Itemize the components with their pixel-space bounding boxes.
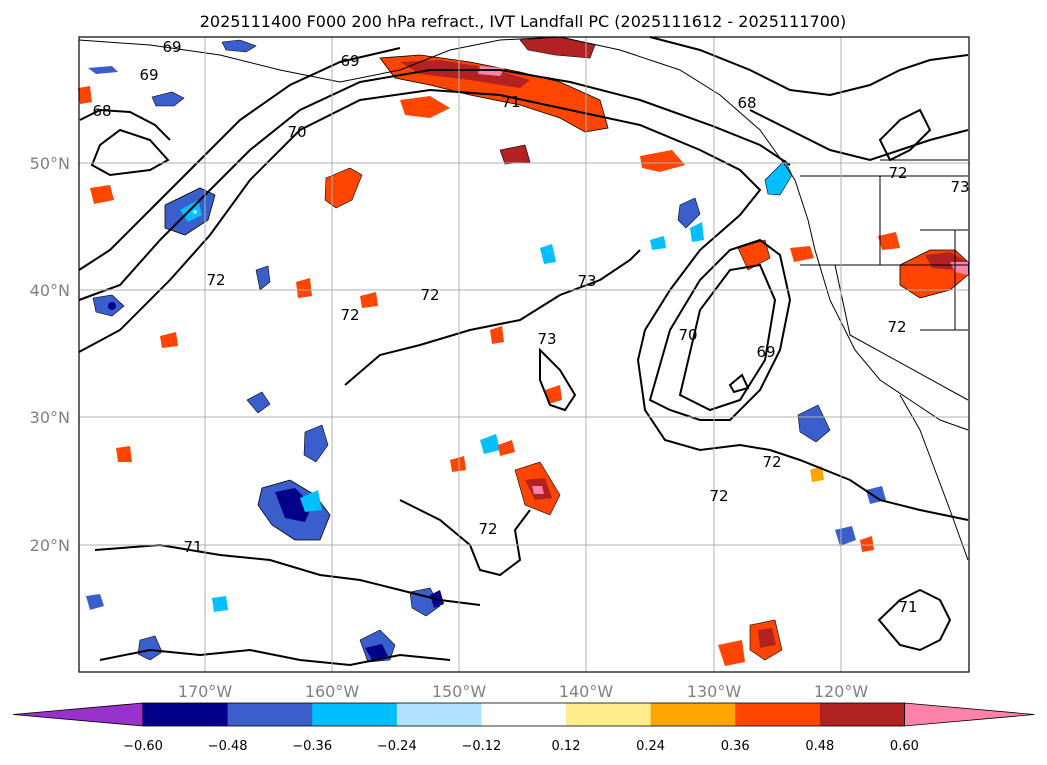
- contours: [78, 36, 969, 667]
- colorbar-swatch: [481, 703, 567, 726]
- orange-patch-gulf-of-alaska: [379, 36, 685, 172]
- contour-label: 70: [287, 123, 306, 141]
- contour-label: 71: [183, 538, 202, 556]
- lon-tick-label: 140°W: [559, 682, 614, 701]
- lat-tick-label: 40°N: [30, 281, 70, 300]
- colorbar-extend-low: [12, 702, 144, 727]
- colorbar-swatch: [143, 703, 229, 726]
- lon-tick-label: 120°W: [814, 682, 869, 701]
- longitude-labels: 170°W 160°W 150°W 140°W 130°W 120°W: [178, 682, 869, 701]
- lon-tick-label: 150°W: [432, 682, 487, 701]
- colorbar-swatch: [566, 703, 652, 726]
- colorbar-swatch: [819, 703, 905, 726]
- lat-tick-label: 20°N: [30, 536, 70, 555]
- colorbar-tick-label: −0.24: [377, 739, 417, 754]
- map-frame: [78, 36, 970, 673]
- colorbar-extend-high: [904, 702, 1035, 727]
- contour-label: 72: [762, 453, 781, 471]
- contour-label: 72: [420, 286, 439, 304]
- colorbar-frame: [142, 702, 905, 727]
- contour-label: 73: [537, 330, 556, 348]
- colorbar-tick-label: 0.12: [552, 739, 581, 754]
- lat-tick-label: 50°N: [30, 154, 70, 173]
- colorbar-tick-label: 0.48: [805, 739, 834, 754]
- contour-label: 68: [737, 94, 756, 112]
- lat-tick-label: 30°N: [30, 408, 70, 427]
- colorbar-tick-label: 0.60: [890, 739, 919, 754]
- contour-label: 68: [92, 102, 111, 120]
- contour-label: 69: [756, 343, 775, 361]
- figure-title: 2025111400 F000 200 hPa refract., IVT La…: [200, 12, 847, 31]
- colorbar-tick-label: −0.48: [208, 739, 248, 754]
- colorbar-tick-label: 0.36: [721, 739, 750, 754]
- contour-label: 72: [709, 487, 728, 505]
- colorbar-swatch: [227, 703, 313, 726]
- colorbar-tick-labels: −0.60 −0.48 −0.36 −0.24 −0.12 0.12 0.24 …: [123, 739, 919, 754]
- lon-tick-label: 170°W: [178, 682, 233, 701]
- orange-patch-misc: [78, 86, 874, 666]
- contour-label: 69: [162, 38, 181, 56]
- contour-label: 71: [501, 93, 520, 111]
- contour-label: 73: [577, 272, 596, 290]
- colorbar-swatch: [396, 703, 482, 726]
- coastlines: [78, 36, 969, 561]
- contour-label: 70: [678, 326, 697, 344]
- contour-labels: 69 69 69 68 68 70 71 72 72 72 72 72 72 7…: [92, 38, 969, 616]
- contour-label: 72: [478, 520, 497, 538]
- colorbar-swatch: [650, 703, 736, 726]
- shaded-field: [78, 36, 969, 666]
- colorbar-tick-label: −0.12: [461, 739, 501, 754]
- map-panel: 69 69 69 68 68 70 71 72 72 72 72 72 72 7…: [78, 36, 970, 673]
- contour-label: 72: [888, 164, 907, 182]
- contour-label: 72: [206, 271, 225, 289]
- contour-label: 69: [139, 66, 158, 84]
- colorbar-swatch: [312, 703, 398, 726]
- colorbar-swatch: [735, 703, 821, 726]
- colorbar-tick-label: −0.36: [292, 739, 332, 754]
- lon-tick-label: 160°W: [305, 682, 360, 701]
- contour-label: 69: [340, 52, 359, 70]
- blue-patch-hawaii: [257, 479, 331, 541]
- map-background: [79, 37, 969, 672]
- contour-label: 73: [950, 178, 969, 196]
- contour-label: 72: [887, 318, 906, 336]
- gridlines: [79, 37, 969, 672]
- colorbar: [12, 702, 1035, 727]
- lon-tick-label: 130°W: [687, 682, 742, 701]
- contour-label: 71: [898, 598, 917, 616]
- latitude-labels: 50°N 40°N 30°N 20°N: [30, 154, 70, 555]
- colorbar-tick-label: 0.24: [636, 739, 665, 754]
- contour-label: 72: [340, 306, 359, 324]
- colorbar-tick-label: −0.60: [123, 739, 163, 754]
